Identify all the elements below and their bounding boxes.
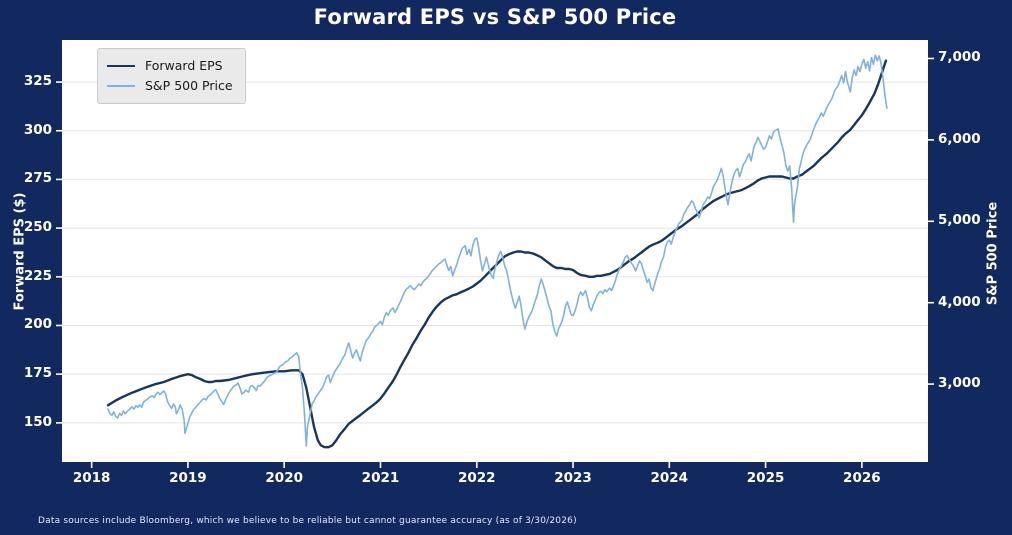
x-axis-tick-label: 2025 bbox=[746, 470, 785, 486]
left-axis-tick-label: 200 bbox=[23, 316, 52, 333]
legend-label-sp500: S&P 500 Price bbox=[145, 78, 233, 93]
left-axis-tick-label: 175 bbox=[23, 365, 52, 382]
source-disclaimer: Data sources include Bloomberg, which we… bbox=[38, 516, 577, 526]
x-axis-tick-label: 2023 bbox=[554, 470, 592, 486]
forward-eps-line bbox=[106, 59, 888, 449]
legend-label-forward-eps: Forward EPS bbox=[145, 58, 223, 73]
right-axis-tick-label: 7,000 bbox=[938, 49, 981, 66]
x-axis-tick-label: 2018 bbox=[72, 470, 111, 486]
x-axis-tick-label: 2019 bbox=[169, 470, 207, 486]
right-axis-tick-label: 4,000 bbox=[938, 293, 981, 310]
x-axis-tick-label: 2022 bbox=[457, 470, 496, 486]
left-axis-tick-label: 225 bbox=[23, 267, 52, 284]
x-axis-tick-label: 2021 bbox=[361, 470, 400, 486]
right-axis-title: S&P 500 Price bbox=[985, 201, 1001, 306]
legend-item-forward-eps: Forward EPS bbox=[107, 56, 233, 76]
left-axis-title: Forward EPS ($) bbox=[12, 192, 28, 311]
right-axis-tick-label: 6,000 bbox=[938, 130, 981, 147]
left-axis-tick-label: 325 bbox=[23, 73, 52, 90]
left-axis-tick-label: 300 bbox=[23, 121, 52, 138]
left-axis-tick-label: 250 bbox=[23, 219, 52, 236]
x-axis-tick-label: 2026 bbox=[843, 470, 881, 486]
left-axis-tick-label: 150 bbox=[23, 413, 52, 430]
legend: Forward EPS S&P 500 Price bbox=[97, 48, 246, 104]
x-axis-tick-label: 2024 bbox=[650, 470, 689, 486]
sp500-price-line bbox=[107, 54, 888, 447]
forward-eps-line-swatch bbox=[107, 65, 135, 67]
left-axis-tick-label: 275 bbox=[23, 170, 52, 187]
right-axis-tick-label: 5,000 bbox=[938, 212, 981, 229]
chart-title: Forward EPS vs S&P 500 Price bbox=[313, 5, 677, 29]
sp500-line-swatch bbox=[107, 85, 135, 87]
plot-area bbox=[62, 40, 928, 462]
legend-item-sp500: S&P 500 Price bbox=[107, 76, 233, 96]
right-axis-tick-label: 3,000 bbox=[938, 375, 981, 392]
x-axis-tick-label: 2020 bbox=[265, 470, 303, 486]
